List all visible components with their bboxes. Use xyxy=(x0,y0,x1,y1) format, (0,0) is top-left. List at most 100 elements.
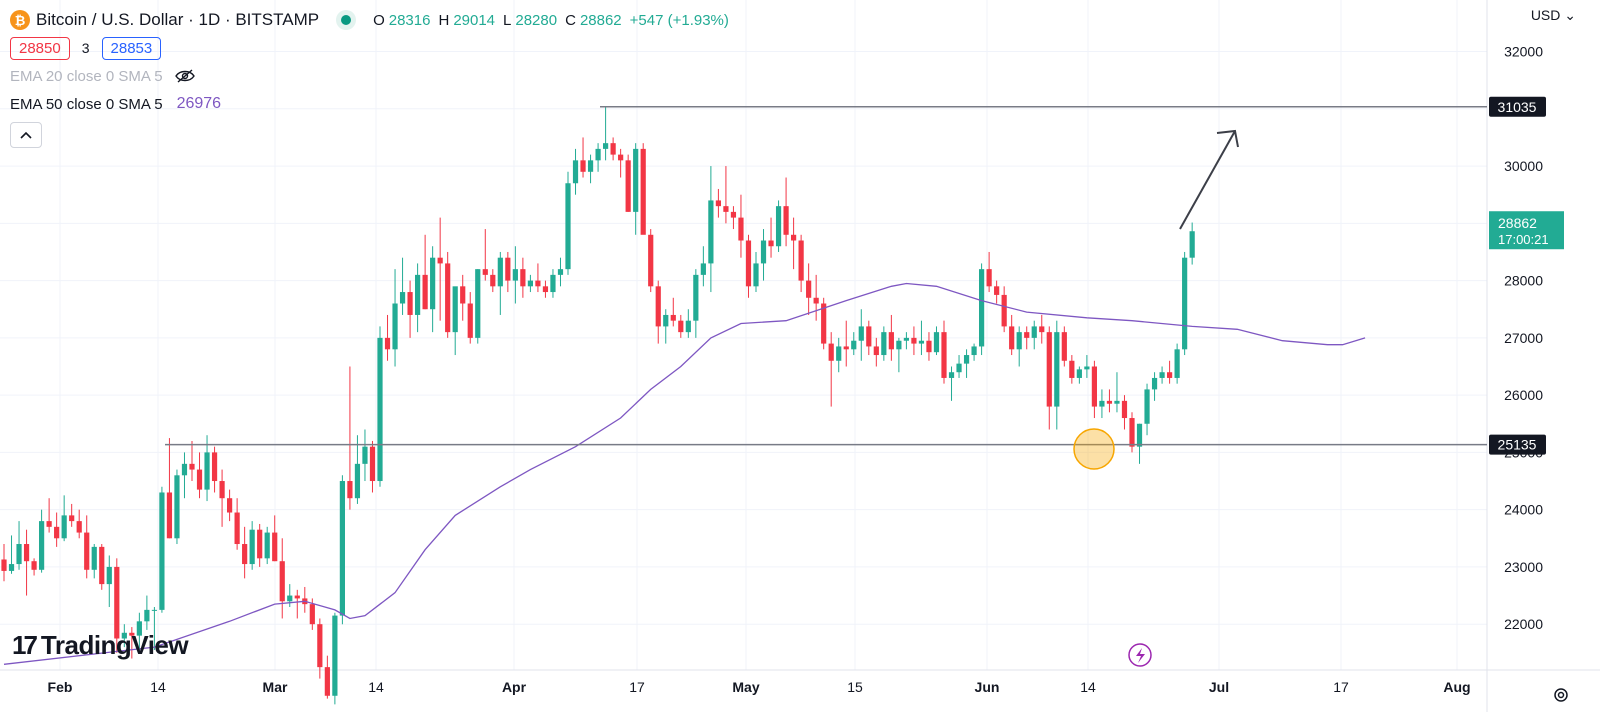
tradingview-logo[interactable]: 17 TradingView xyxy=(12,630,189,661)
candle-body xyxy=(858,326,864,341)
candle-body xyxy=(896,340,902,350)
candle-body xyxy=(971,346,977,356)
candle-body xyxy=(91,546,97,570)
y-tick-label: 23000 xyxy=(1504,559,1543,575)
candle-body xyxy=(452,286,458,333)
hidden-eye-icon[interactable] xyxy=(174,69,195,83)
x-tick-label: 15 xyxy=(847,679,863,695)
candle-body xyxy=(708,200,714,264)
low-value: 28280 xyxy=(515,11,558,29)
candle-body xyxy=(234,512,240,545)
currency-selector[interactable]: USD ⌄ xyxy=(1531,7,1576,24)
open-value: 28316 xyxy=(388,11,431,29)
candles xyxy=(1,106,1195,705)
candle-body xyxy=(783,206,789,235)
y-tick-label: 27000 xyxy=(1504,330,1543,346)
candle-body xyxy=(753,263,759,287)
currency-label: USD xyxy=(1530,7,1561,23)
symbol-title[interactable]: Bitcoin / U.S. Dollar · 1D · BITSTAMP xyxy=(36,10,320,29)
candle-body xyxy=(1046,332,1052,407)
candle-body xyxy=(181,463,188,476)
candle-body xyxy=(159,492,165,610)
x-tick-label: May xyxy=(732,679,759,695)
candle-body xyxy=(166,492,173,539)
candle-body xyxy=(249,529,255,565)
y-tick-label: 24000 xyxy=(1504,502,1543,518)
y-tick-label: 32000 xyxy=(1504,44,1543,60)
candle-body xyxy=(505,257,511,281)
candle-body xyxy=(918,340,925,344)
candle-body xyxy=(1151,377,1158,390)
lightning-icon-bolt xyxy=(1136,648,1145,663)
candle-body xyxy=(369,446,376,482)
settings-icon[interactable] xyxy=(1552,686,1570,704)
x-tick-label: Mar xyxy=(263,679,288,695)
candle-body xyxy=(843,346,849,350)
candle-body xyxy=(257,529,263,559)
candle-body xyxy=(565,183,571,270)
candle-body xyxy=(730,211,737,218)
annotation-circle xyxy=(1073,428,1115,470)
candle-body xyxy=(384,337,391,350)
candle-body xyxy=(603,143,609,149)
candle-body xyxy=(873,346,879,356)
x-tick-label: Jun xyxy=(975,679,1000,695)
x-tick-label: Jul xyxy=(1209,679,1229,695)
candle-body xyxy=(994,286,1000,295)
sell-button[interactable]: 28850 xyxy=(10,36,70,60)
candle-body xyxy=(715,200,721,207)
y-tick-label: 30000 xyxy=(1504,158,1543,174)
close-value: 28862 xyxy=(579,11,622,29)
candle-body xyxy=(347,481,353,499)
x-tick-label: 17 xyxy=(629,679,645,695)
ema50-line xyxy=(3,282,1366,665)
x-tick-label: 14 xyxy=(368,679,384,695)
candle-body xyxy=(31,561,37,570)
candle-body xyxy=(1001,294,1007,327)
candle-body xyxy=(806,280,812,298)
candle-body xyxy=(16,544,22,565)
candle-body xyxy=(39,521,45,570)
candle-body xyxy=(445,263,451,333)
market-status-icon[interactable] xyxy=(341,15,352,25)
brand-name: TradingView xyxy=(40,630,189,660)
candle-body xyxy=(309,604,315,625)
buy-button[interactable]: 28853 xyxy=(101,36,162,60)
level-price-label: 25135 xyxy=(1498,437,1537,453)
change-value: +547 (+1.93%) xyxy=(629,11,729,29)
candle-body xyxy=(287,595,293,602)
candle-body xyxy=(1076,369,1082,378)
candle-body xyxy=(670,314,676,321)
ohlc-values: O 28316 H 29014 L 28280 C 28862 +547 (+1.93%… xyxy=(373,12,733,29)
candle-body xyxy=(227,498,233,513)
x-tick-label: 14 xyxy=(150,679,166,695)
indicator-ema20[interactable]: EMA 20 close 0 SMA 5 xyxy=(10,62,733,90)
candle-body xyxy=(941,332,947,378)
tradingview-icon: 17 xyxy=(12,630,38,660)
candle-body xyxy=(317,624,323,668)
collapse-legend-button[interactable] xyxy=(10,122,42,148)
candle-body xyxy=(851,340,857,350)
candle-body xyxy=(911,337,917,344)
candle-body xyxy=(633,148,639,212)
candle-body xyxy=(903,337,909,341)
level-price-label: 31035 xyxy=(1498,99,1537,115)
candle-body xyxy=(813,297,819,304)
candle-body xyxy=(1031,326,1037,338)
candle-body xyxy=(196,469,203,490)
candle-body xyxy=(760,240,767,264)
low-label: L xyxy=(503,11,512,29)
candle-body xyxy=(663,314,669,327)
last-price-label: 28862 xyxy=(1498,215,1537,231)
countdown-label: 17:00:21 xyxy=(1498,232,1549,247)
candle-body xyxy=(821,303,827,344)
indicator-ema50[interactable]: EMA 50 close 0 SMA 5 26976 xyxy=(10,90,733,118)
x-tick-label: Apr xyxy=(502,679,527,695)
y-tick-label: 28000 xyxy=(1504,273,1543,289)
candle-body xyxy=(264,532,270,559)
x-tick-label: Feb xyxy=(48,679,73,695)
candle-body xyxy=(23,544,30,562)
candle-body xyxy=(8,564,15,571)
candle-body xyxy=(136,621,142,636)
